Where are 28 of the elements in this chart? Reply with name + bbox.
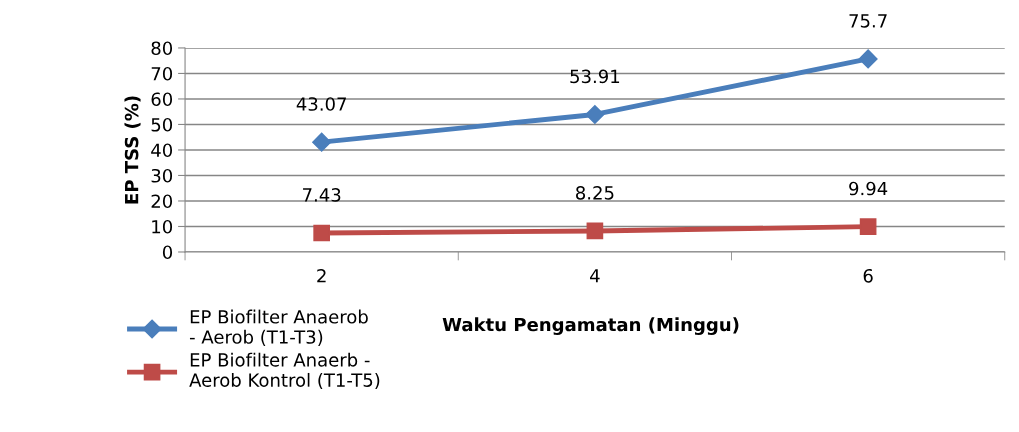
y-tick-label: 50 — [151, 117, 173, 132]
data-label: 43.07 — [296, 97, 346, 111]
legend-label: EP Biofilter Anaerb - Aerob Kontrol (T1-T5) — [189, 352, 380, 390]
data-label: 75.7 — [849, 14, 887, 28]
y-tick-label: 70 — [151, 66, 173, 81]
y-tick-label: 10 — [152, 219, 173, 234]
point — [312, 132, 332, 152]
y-tick-label: 0 — [162, 245, 173, 260]
y-tick-label: 60 — [151, 92, 173, 107]
y-tick-label: 20 — [151, 194, 173, 209]
x-tick-label: 4 — [590, 269, 600, 283]
x-tick-label: 2 — [317, 268, 326, 283]
point — [313, 224, 330, 242]
legend-label: EP Biofilter Anaerob - Aerob (T1-T3) — [189, 309, 368, 346]
y-axis-title: EP TSS (%) — [124, 96, 141, 204]
data-label: 7.43 — [303, 188, 341, 202]
data-label: 8.25 — [576, 186, 614, 200]
x-tick-label: 6 — [863, 268, 873, 283]
point — [586, 222, 604, 240]
y-tick-label: 80 — [151, 41, 173, 56]
point — [858, 49, 878, 69]
point — [585, 104, 605, 125]
data-label: 53.91 — [570, 69, 620, 84]
point — [859, 218, 877, 235]
x-axis-title: Waktu Pengamatan (Minggu) — [442, 317, 739, 335]
data-label: 9.94 — [849, 181, 888, 196]
y-tick-label: 40 — [151, 143, 173, 158]
y-tick-label: 30 — [151, 168, 173, 183]
